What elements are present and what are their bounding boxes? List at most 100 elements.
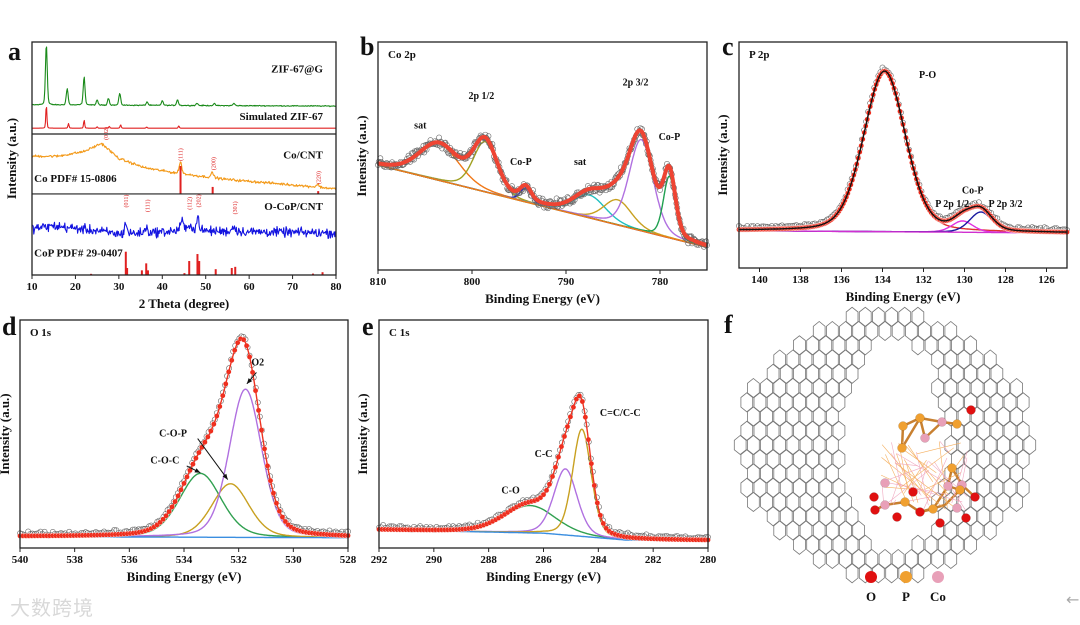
carbon-hexagon bbox=[898, 306, 912, 327]
carbon-hexagon bbox=[845, 506, 859, 527]
carbon-hexagon bbox=[990, 363, 1004, 384]
carbon-hexagon bbox=[812, 377, 826, 399]
peak-label: C-C bbox=[535, 449, 553, 460]
carbon-hexagon bbox=[766, 506, 780, 527]
carbon-hexagon bbox=[786, 434, 800, 456]
carbon-hexagon bbox=[970, 377, 984, 399]
carbon-hexagon bbox=[819, 363, 833, 384]
carbon-hexagon bbox=[812, 463, 826, 484]
panel-label-b: b bbox=[360, 32, 374, 61]
carbon-hexagon bbox=[977, 392, 991, 413]
cnt-structure-panel: f O P Co bbox=[724, 306, 1037, 604]
carbon-hexagon bbox=[1003, 449, 1017, 470]
x-tick-label: 292 bbox=[371, 554, 388, 566]
carbon-hexagon bbox=[773, 520, 786, 541]
atom-co bbox=[880, 500, 890, 510]
peak-label: C-O-P bbox=[159, 428, 187, 439]
atom-o bbox=[892, 512, 902, 522]
carbon-hexagon bbox=[937, 335, 951, 356]
carbon-hexagon bbox=[753, 392, 767, 413]
carbon-hexagon bbox=[944, 520, 958, 541]
weak-bond bbox=[881, 444, 931, 501]
x-axis-label: Binding Energy (eV) bbox=[486, 569, 601, 584]
carbon-hexagon bbox=[990, 506, 1004, 527]
y-axis-label: Intensity (a.u.) bbox=[0, 393, 12, 474]
carbon-hexagon bbox=[799, 377, 813, 399]
plot-frame bbox=[19, 319, 349, 549]
carbon-hexagon bbox=[1010, 491, 1023, 513]
x-tick-label: 530 bbox=[285, 554, 302, 566]
panel-e: C-O C-C C=C/C-C C 1s 292 290 288 286 284 282 280 e B… bbox=[355, 312, 717, 584]
x-tick-label: 532 bbox=[230, 554, 247, 566]
carbon-hexagon bbox=[793, 335, 806, 356]
weak-bond bbox=[918, 461, 928, 494]
carbon-hexagon bbox=[793, 534, 806, 555]
carbon-hexagon bbox=[806, 534, 819, 555]
carbon-hexagon bbox=[766, 363, 780, 384]
carbon-hexagon bbox=[793, 363, 806, 384]
panel-title: O 1s bbox=[30, 327, 52, 339]
carbon-hexagon bbox=[911, 335, 925, 356]
carbon-hexagon bbox=[924, 335, 938, 356]
carbon-hexagon bbox=[786, 463, 800, 484]
carbon-hexagon bbox=[964, 335, 977, 356]
carbon-hexagon bbox=[766, 449, 780, 470]
carbon-hexagon bbox=[957, 491, 971, 513]
carbon-hexagon bbox=[839, 377, 852, 399]
atom-o bbox=[908, 487, 918, 497]
carbon-hexagon bbox=[951, 534, 964, 555]
carbon-hexagon bbox=[812, 406, 826, 427]
carbon-hexagon bbox=[779, 449, 793, 470]
carbon-hexagon bbox=[957, 377, 971, 399]
carbon-hexagon bbox=[773, 491, 786, 513]
atom-p bbox=[947, 463, 957, 473]
carbon-hexagon bbox=[826, 434, 839, 456]
legend-dot-co bbox=[932, 571, 944, 583]
carbon-hexagon bbox=[779, 477, 793, 498]
carbon-hexagon bbox=[793, 392, 806, 413]
x-tick-label: 70 bbox=[287, 281, 299, 293]
x-tick-label: 534 bbox=[176, 554, 193, 566]
carbon-hexagon bbox=[944, 548, 958, 570]
data-point bbox=[520, 188, 526, 195]
carbon-hexagon bbox=[1003, 392, 1017, 413]
peak-label: O2 bbox=[251, 358, 264, 369]
carbon-hexagon bbox=[793, 420, 806, 441]
back-arrow-icon[interactable]: ← bbox=[1066, 590, 1080, 609]
carbon-hexagon bbox=[819, 506, 833, 527]
x-axis-label: Binding Energy (eV) bbox=[127, 569, 242, 584]
carbon-hexagon bbox=[852, 520, 865, 541]
weak-bond bbox=[901, 448, 937, 473]
y-axis-label: Intensity (a.u.) bbox=[715, 114, 730, 195]
peak-label: P-O bbox=[919, 70, 936, 81]
carbon-hexagon bbox=[951, 392, 964, 413]
atom-o bbox=[935, 518, 945, 528]
carbon-hexagon bbox=[951, 335, 964, 356]
carbon-hexagon bbox=[766, 420, 780, 441]
carbon-hexagon bbox=[799, 491, 813, 513]
panel-label-a: a bbox=[8, 37, 21, 66]
x-tick-label: 540 bbox=[12, 554, 29, 566]
series-o-cop-cnt bbox=[31, 215, 337, 239]
trace-label: CoP PDF# 29-0407 bbox=[34, 247, 123, 259]
carbon-hexagon bbox=[905, 548, 918, 570]
hkl-label: (220) bbox=[316, 171, 323, 184]
carbon-hexagon bbox=[826, 320, 839, 342]
carbon-hexagon bbox=[937, 363, 951, 384]
trace-label: Co PDF# 15-0806 bbox=[34, 173, 117, 185]
carbon-hexagon bbox=[812, 491, 826, 513]
weak-bond bbox=[887, 466, 925, 481]
carbon-hexagon bbox=[740, 449, 754, 470]
hkl-label: (111) bbox=[145, 200, 152, 213]
element-legend: O P Co bbox=[865, 571, 946, 604]
annotation-arrow bbox=[197, 438, 229, 480]
carbon-hexagon bbox=[964, 420, 977, 441]
carbon-hexagon bbox=[826, 406, 839, 427]
carbon-hexagon bbox=[891, 548, 905, 570]
panel-b: sat 2p 1/2 Co-P sat 2p 3/2 Co-P Co 2p 810 800 790… bbox=[354, 32, 710, 306]
x-tick-label: 130 bbox=[956, 274, 973, 286]
carbon-hexagon bbox=[832, 506, 846, 527]
arrow-head bbox=[246, 378, 253, 384]
trace-label: Co/CNT bbox=[283, 150, 323, 162]
carbon-hexagon bbox=[766, 392, 780, 413]
